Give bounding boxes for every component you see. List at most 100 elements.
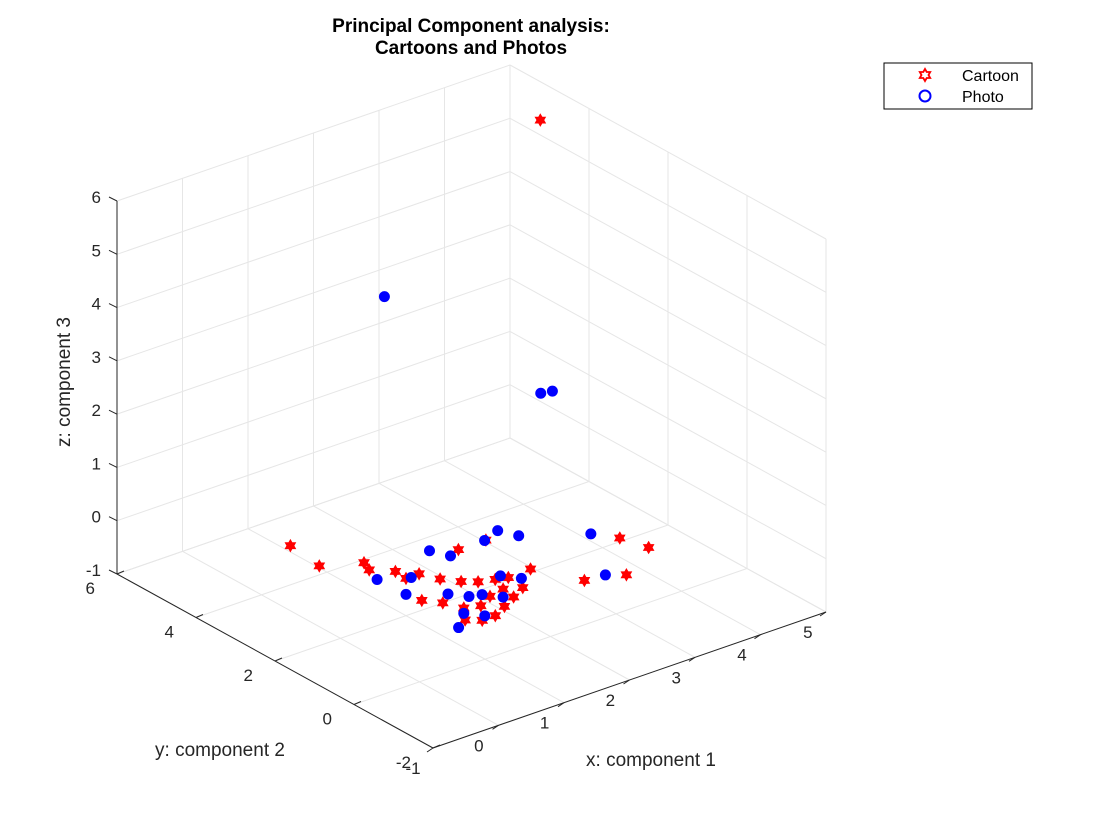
cartoon-point [534, 113, 547, 127]
photo-point [463, 590, 475, 602]
photo-point [513, 530, 525, 542]
cartoon-point [415, 593, 428, 608]
photo-point [479, 610, 491, 622]
x-tick-label: -1 [405, 759, 420, 778]
x-tick-label: 3 [671, 668, 680, 687]
photo-point [405, 571, 417, 583]
photo-point [458, 607, 470, 619]
legend-box [883, 62, 1033, 110]
cartoon-point [507, 590, 520, 604]
side-wall-grid-line-z [509, 330, 827, 506]
x-tick-mark [557, 702, 565, 708]
legend-circle-icon [918, 89, 932, 103]
x-tick-label: 2 [606, 691, 615, 710]
photo-point [599, 569, 611, 581]
cartoon-point [620, 568, 633, 582]
z-tick-mark [108, 462, 118, 468]
photo-point [494, 570, 506, 582]
legend-hexagram-icon [918, 67, 932, 83]
cartoon-point [455, 574, 467, 589]
cartoon-point [358, 555, 370, 570]
z-tick-label: 5 [92, 241, 101, 260]
back-wall-grid-line-z [116, 384, 511, 522]
y-tick-mark [274, 657, 283, 662]
z-tick-mark [108, 249, 118, 255]
back-wall-grid-line-z [116, 437, 511, 575]
z-tick-label: 0 [92, 508, 101, 527]
back-wall-grid-line-z [116, 277, 511, 415]
photo-point [445, 550, 456, 562]
cartoon-point [475, 598, 487, 613]
x-tick-label: 5 [803, 623, 812, 642]
photo-point [497, 591, 509, 603]
y-tick-label: 4 [165, 623, 174, 642]
x-tick-mark [754, 634, 761, 640]
x-tick-mark [426, 747, 434, 753]
x-axis-label: x: component 1 [586, 750, 716, 771]
side-wall-grid-line-z [509, 64, 827, 240]
z-tick-label: 4 [92, 295, 101, 314]
floor-grid-line-y [195, 481, 590, 618]
x-tick-label: 1 [540, 714, 549, 733]
z-tick-label: 2 [92, 401, 101, 420]
x-tick-label: 4 [737, 646, 746, 665]
side-wall-grid-line-z [509, 277, 827, 453]
cartoon-point [472, 575, 484, 589]
cartoon-point [642, 540, 655, 555]
data-points [284, 113, 655, 634]
photo-point [476, 589, 488, 601]
z-tick-label: 6 [92, 188, 101, 207]
axes-grid [116, 64, 827, 749]
z-tick-mark [108, 569, 118, 575]
y-tick-mark [195, 614, 204, 618]
z-tick-label: -1 [86, 561, 101, 580]
back-wall-grid-line-z [116, 224, 511, 362]
cartoon-point [284, 538, 297, 553]
photo-point [535, 387, 547, 399]
cartoon-point [613, 531, 626, 545]
z-axis-label: z: component 3 [54, 317, 75, 447]
back-wall-grid-line-z [116, 64, 511, 202]
photo-point [492, 525, 504, 537]
legend-cartoon-label: Cartoon [962, 68, 1019, 85]
cartoon-point [489, 608, 502, 623]
back-wall-grid-line-z [116, 330, 511, 468]
legend-photo-marker [918, 89, 932, 103]
cartoon-point [452, 542, 465, 557]
z-tick-mark [108, 196, 118, 202]
photo-point [371, 574, 383, 586]
photo-point [378, 291, 390, 303]
z-tick-mark [108, 303, 118, 309]
chart-title-line-1: Principal Component analysis: [332, 16, 610, 37]
y-tick-mark [432, 744, 441, 749]
photo-point [424, 545, 435, 557]
y-tick-label: 0 [323, 710, 332, 729]
z-tick-mark [108, 356, 118, 362]
cartoon-point [524, 562, 537, 576]
side-wall-grid-line-z [509, 171, 827, 347]
legend-photo-label: Photo [962, 89, 1004, 106]
y-tick-label: 6 [86, 579, 95, 598]
y-tick-mark [116, 570, 125, 575]
back-wall-grid-line-z [116, 117, 511, 255]
z-tick-mark [108, 409, 118, 415]
cartoon-point [313, 559, 326, 573]
legend: Cartoon Photo [883, 62, 1033, 110]
photo-point [546, 385, 558, 397]
z-tick-mark [108, 516, 118, 522]
photo-point [585, 528, 597, 540]
cartoon-point [516, 580, 529, 595]
y-tick-label: 2 [244, 666, 253, 685]
cartoon-point [498, 599, 511, 614]
photo-point [479, 535, 491, 547]
cartoon-point [578, 573, 591, 588]
legend-cartoon-marker [918, 67, 932, 83]
side-wall-grid-line-z [509, 437, 827, 613]
z-tick-label: 1 [92, 454, 101, 473]
x-tick-mark [623, 679, 630, 685]
photo-point [442, 588, 454, 600]
photo-point [515, 572, 527, 584]
side-wall-grid-line-z [509, 117, 827, 293]
